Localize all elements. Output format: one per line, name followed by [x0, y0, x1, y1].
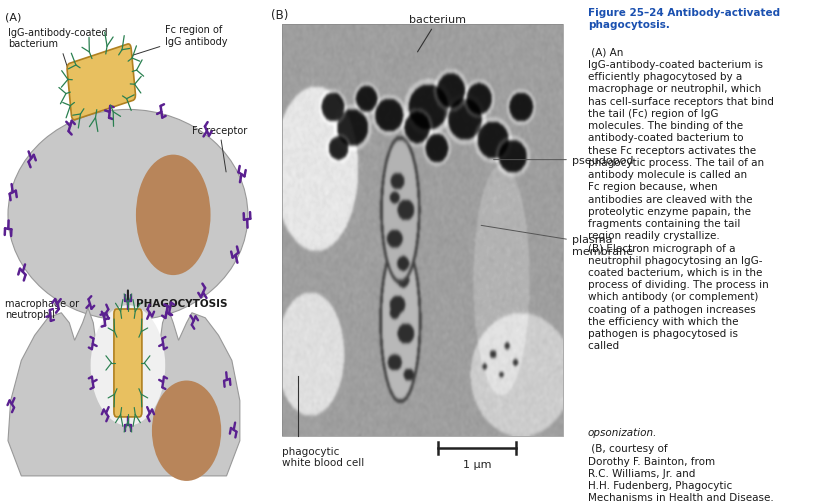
Text: 1 μm: 1 μm: [462, 459, 491, 469]
Bar: [282, 25, 562, 436]
Text: (A) An
IgG-antibody-coated bacterium is
efficiently phagocytosed by a
macrophage: (A) An IgG-antibody-coated bacterium is …: [587, 48, 772, 351]
Text: opsonization.: opsonization.: [587, 427, 656, 437]
Text: (B): (B): [271, 9, 288, 22]
Text: Fc receptor: Fc receptor: [192, 125, 247, 173]
FancyBboxPatch shape: [114, 309, 142, 417]
PathPatch shape: [8, 308, 240, 476]
Text: macrophage or
neutrophil: macrophage or neutrophil: [6, 298, 79, 320]
Text: (A): (A): [6, 13, 21, 23]
Text: IgG-antibody-coated
bacterium: IgG-antibody-coated bacterium: [8, 28, 107, 88]
FancyBboxPatch shape: [67, 45, 135, 121]
Text: Figure 25–24 Antibody-activated
phagocytosis.: Figure 25–24 Antibody-activated phagocyt…: [587, 8, 779, 30]
Text: (B, courtesy of
Dorothy F. Bainton, from
R.C. Williams, Jr. and
H.H. Fudenberg, : (B, courtesy of Dorothy F. Bainton, from…: [587, 443, 772, 501]
Ellipse shape: [8, 110, 247, 321]
Ellipse shape: [136, 155, 210, 276]
Text: pseudopod: pseudopod: [493, 155, 632, 165]
Text: plasma
membrane: plasma membrane: [481, 226, 632, 257]
Ellipse shape: [91, 306, 165, 426]
Text: Fc region of
IgG antibody: Fc region of IgG antibody: [130, 25, 228, 57]
Ellipse shape: [152, 381, 221, 481]
Text: bacterium: bacterium: [409, 15, 466, 53]
Text: phagocytic
white blood cell: phagocytic white blood cell: [282, 446, 364, 467]
Text: PHAGOCYTOSIS: PHAGOCYTOSIS: [136, 298, 227, 308]
